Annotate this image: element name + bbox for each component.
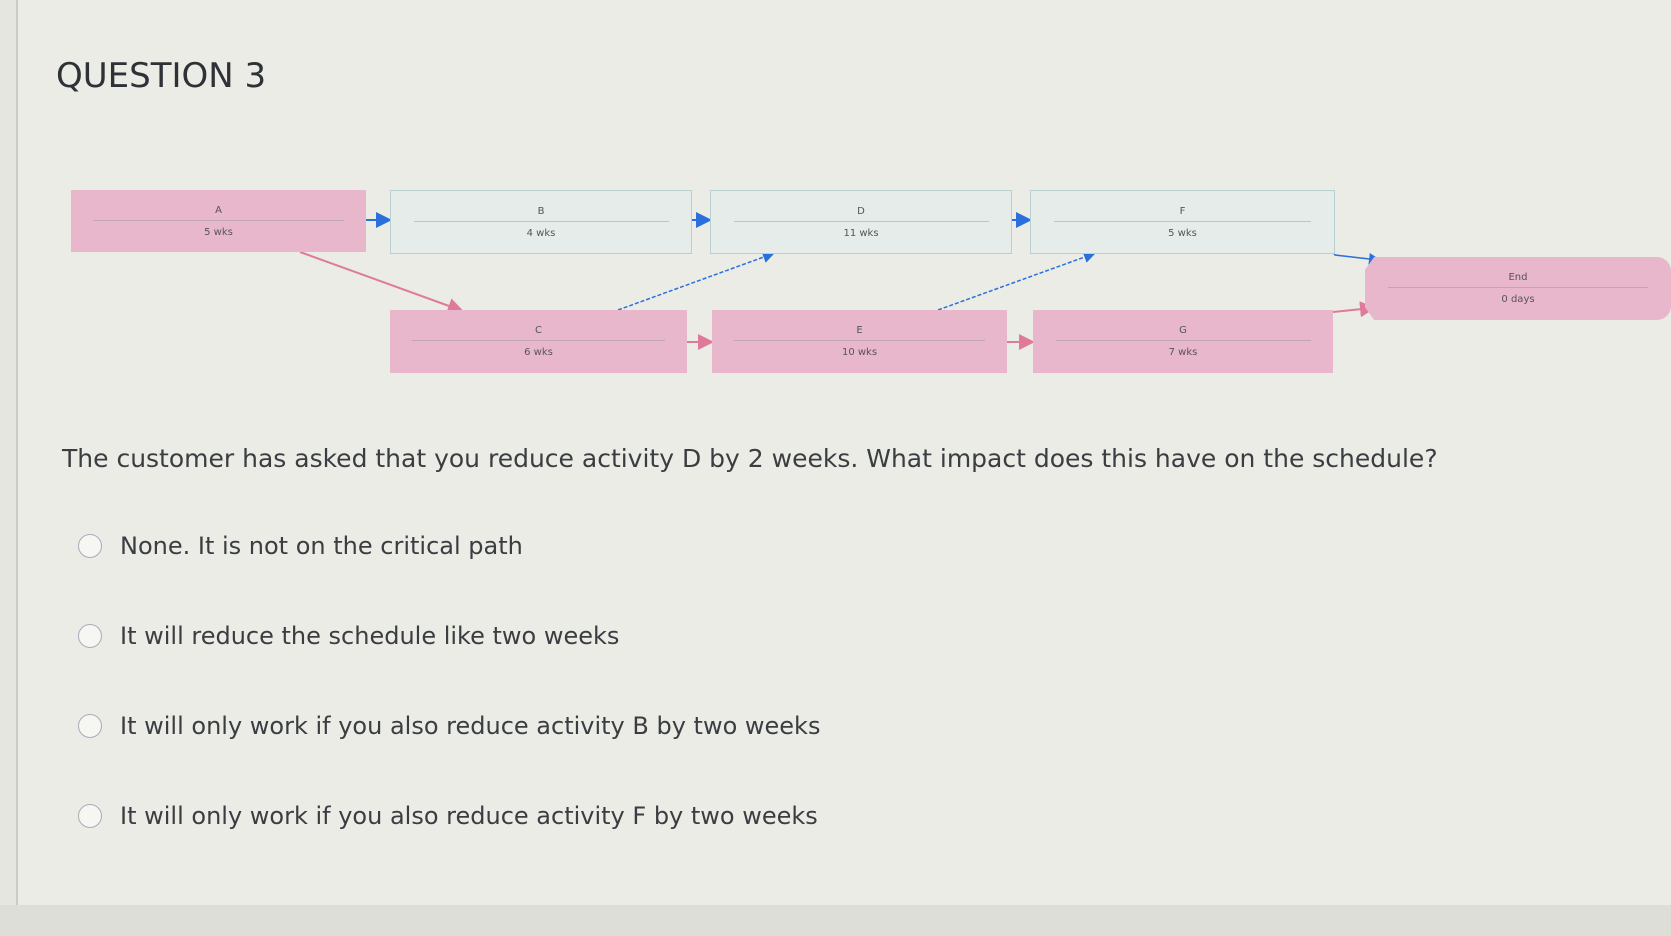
activity-duration: 11 wks [843,227,879,239]
activity-b: B 4 wks [390,190,692,254]
answer-option-1[interactable]: None. It is not on the critical path [78,532,523,560]
question-panel [16,0,1671,905]
activity-duration: 0 days [1501,294,1535,305]
option-label: It will only work if you also reduce act… [120,802,818,830]
activity-name: B [413,206,669,222]
option-label: None. It is not on the critical path [120,532,523,560]
arrow-e-f [937,251,1096,311]
activity-name: D [733,206,989,222]
activity-end: End 0 days [1365,257,1671,320]
arrow-a-c [299,251,464,314]
radio-button[interactable] [78,534,102,558]
radio-button[interactable] [78,714,102,738]
activity-name: A [93,205,344,221]
network-diagram: A 5 wks B 4 wks D 11 wks F 5 wks C 6 wks E 10 … [0,0,1671,420]
activity-f: F 5 wks [1030,190,1335,254]
activity-name: F [1053,206,1312,222]
bottom-bar [0,905,1671,936]
activity-duration: 6 wks [524,347,553,358]
activity-duration: 4 wks [526,227,556,239]
activity-name: G [1055,325,1311,341]
activity-name: E [734,325,985,341]
question-text: The customer has asked that you reduce a… [62,444,1438,473]
activity-duration: 7 wks [1168,347,1198,358]
answer-option-3[interactable]: It will only work if you also reduce act… [78,712,820,740]
activity-c: C 6 wks [390,310,687,373]
radio-button[interactable] [78,804,102,828]
activity-name: End [1387,272,1649,288]
option-label: It will only work if you also reduce act… [120,712,821,740]
activity-e: E 10 wks [712,310,1007,373]
answer-option-4[interactable]: It will only work if you also reduce act… [78,802,818,830]
answer-option-2[interactable]: It will reduce the schedule like two wee… [78,622,619,650]
activity-a: A 5 wks [71,190,366,252]
activity-duration: 10 wks [841,347,878,358]
arrow-g-end [1332,301,1376,318]
option-label: It will reduce the schedule like two wee… [120,622,620,650]
activity-duration: 5 wks [204,226,233,238]
activity-name: C [412,325,665,341]
question-title: QUESTION 3 [56,56,267,96]
activity-g: G 7 wks [1033,310,1333,373]
activity-d: D 11 wks [710,190,1012,254]
activity-duration: 5 wks [1168,227,1197,239]
arrow-c-d [617,251,775,311]
arrow-f-end [1332,251,1381,265]
radio-button[interactable] [78,624,102,648]
